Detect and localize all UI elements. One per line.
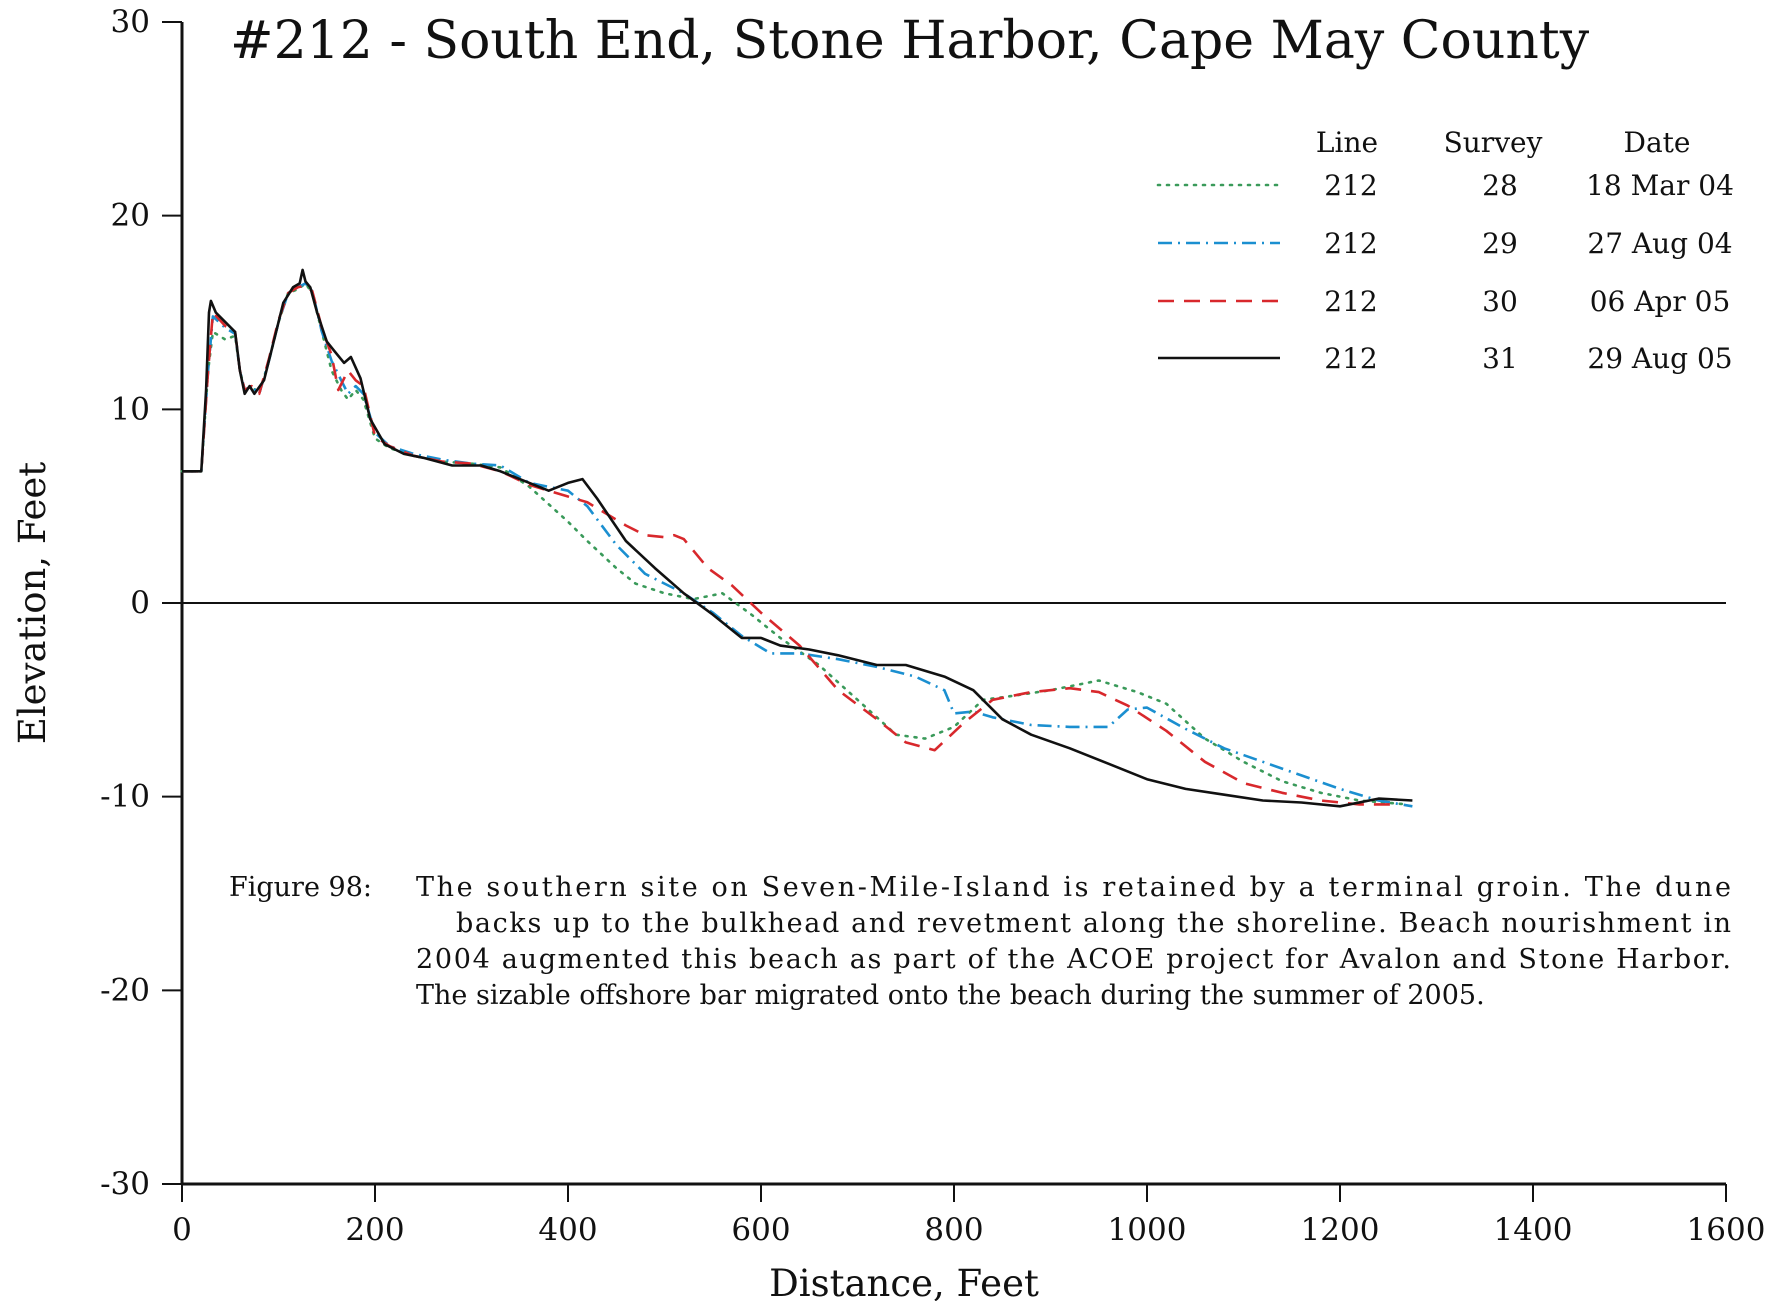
x-tick-label: 800 <box>924 1212 983 1248</box>
caption-line: backs up to the bulkhead and revetment a… <box>456 908 1731 939</box>
legend-date-value: 29 Aug 05 <box>1587 342 1732 375</box>
legend-survey-value: 28 <box>1482 169 1518 202</box>
legend-date-value: 27 Aug 04 <box>1587 227 1732 260</box>
legend-line-value: 212 <box>1324 285 1377 318</box>
y-tick-label: 10 <box>111 391 150 427</box>
x-axis-title: Distance, Feet <box>769 1262 1039 1301</box>
legend-rows: 212 28 18 Mar 04 212 29 27 Aug 04 212 30 06 Apr … <box>1156 169 1734 375</box>
caption-line: The sizable offshore bar migrated onto t… <box>416 980 1485 1011</box>
y-axis-ticks: 30 20 10 0 -10 -20 -30 <box>100 4 182 1202</box>
legend-header-survey: Survey <box>1444 126 1543 159</box>
series-group <box>180 268 1413 808</box>
legend-line-value: 212 <box>1324 169 1377 202</box>
legend-date-value: 06 Apr 05 <box>1590 285 1731 318</box>
y-tick-label: -10 <box>100 779 150 815</box>
y-axis-title: Elevation, Feet <box>11 462 54 744</box>
x-tick-label: 0 <box>172 1212 192 1248</box>
legend-header-line: Line <box>1316 126 1378 159</box>
series-line-solid <box>182 268 1413 808</box>
y-tick-label: -20 <box>100 972 150 1008</box>
legend-line-value: 212 <box>1324 342 1377 375</box>
chart-title: #212 - South End, Stone Harbor, Cape May… <box>230 11 1590 71</box>
legend-survey-value: 30 <box>1482 285 1518 318</box>
legend: Line Survey Date 212 28 18 Mar 04 212 29 27 A… <box>1156 126 1734 375</box>
legend-line-value: 212 <box>1324 227 1377 260</box>
caption-line: The southern site on Seven-Mile-Island i… <box>416 872 1731 903</box>
series-line-dashed <box>182 284 1398 806</box>
caption-line: 2004 augmented this beach as part of the… <box>416 944 1731 975</box>
x-tick-label: 400 <box>538 1212 597 1248</box>
x-tick-label: 200 <box>345 1212 404 1248</box>
x-tick-label: 1600 <box>1687 1212 1766 1248</box>
x-tick-label: 1000 <box>1108 1212 1187 1248</box>
legend-date-value: 18 Mar 04 <box>1586 169 1734 202</box>
series-line-dotted <box>180 282 1409 806</box>
caption-label: Figure 98: <box>229 872 372 903</box>
y-tick-label: 30 <box>111 4 150 40</box>
x-tick-label: 600 <box>731 1212 790 1248</box>
y-tick-label: -30 <box>100 1166 150 1202</box>
y-tick-label: 0 <box>130 585 150 621</box>
legend-survey-value: 29 <box>1482 227 1518 260</box>
series-line-dash-dot <box>182 282 1413 808</box>
legend-survey-value: 31 <box>1482 342 1518 375</box>
y-tick-label: 20 <box>111 198 150 234</box>
x-axis-ticks: 0 200 400 600 800 1000 1200 1400 1600 <box>172 1184 1765 1248</box>
x-tick-label: 1400 <box>1494 1212 1573 1248</box>
legend-header-date: Date <box>1624 126 1691 159</box>
x-tick-label: 1200 <box>1301 1212 1380 1248</box>
figure-caption: Figure 98: The southern site on Seven-Mi… <box>229 872 1731 1011</box>
